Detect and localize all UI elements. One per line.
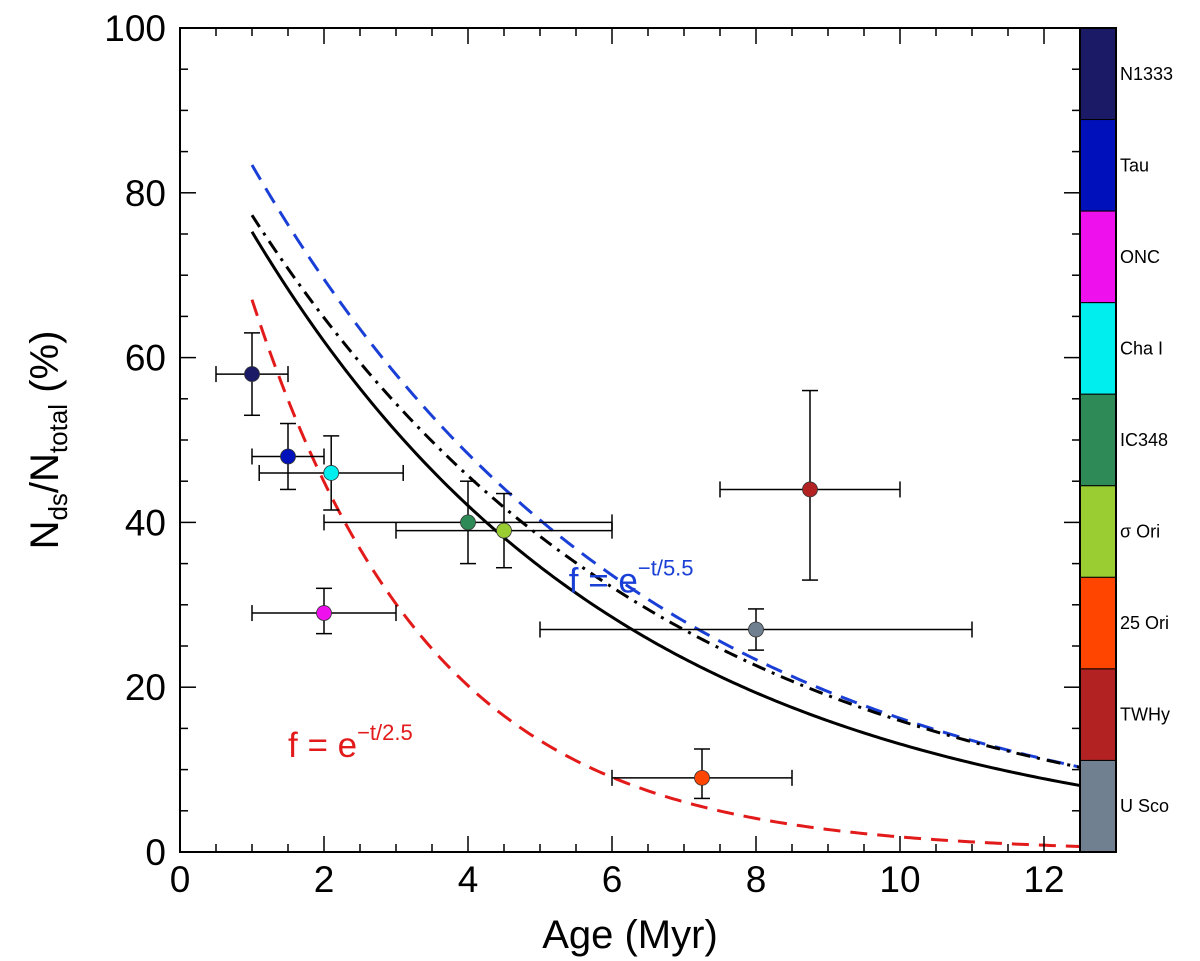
ticks-layer [179, 27, 1080, 853]
colorbar-label: TWHy [1120, 705, 1170, 725]
x-tick-label: 2 [314, 859, 335, 900]
red-formula: f = e−t/2.5 [288, 720, 413, 765]
y-axis-title-sep: /N [23, 453, 67, 493]
curves-layer [250, 164, 1080, 848]
x-axis-title: Age (Myr) [542, 913, 718, 957]
x-tick-label: 8 [746, 859, 767, 900]
y-tick-label: 60 [125, 338, 166, 379]
red-formula-exponent: −t/2.5 [357, 720, 413, 745]
blue-formula-exponent: −t/5.5 [638, 555, 694, 580]
red-formula-base: f = e [288, 726, 357, 765]
curve-fit-solid [250, 231, 1080, 787]
colorbar-label: σ Ori [1120, 522, 1160, 542]
point-σ Ori [496, 522, 512, 539]
y-axis-title-sub2: total [43, 404, 73, 453]
colorbar-label: 25 Ori [1120, 613, 1169, 633]
y-tick-label: 0 [145, 832, 166, 873]
y-tick-label: 20 [125, 667, 166, 708]
colorbar-label: ONC [1120, 247, 1160, 267]
y-axis-title: Nds/Ntotal (%) [23, 331, 73, 550]
colorbar: N1333 Tau ONC Cha I IC348 σ Ori 25 Ori TWHy U Sc… [1079, 27, 1173, 853]
points-layer [244, 366, 818, 786]
y-axis-title-sub1: ds [43, 493, 73, 520]
point-N1333 [244, 366, 260, 382]
colorbar-swatch [1079, 576, 1117, 670]
x-tick-label: 4 [458, 859, 479, 900]
colorbar-label: Tau [1120, 155, 1149, 175]
curve-exp-2.5 [250, 299, 1080, 848]
x-tick-label: 12 [1023, 859, 1064, 900]
x-tick-label: 10 [879, 859, 920, 900]
point-25 Ori [694, 769, 710, 786]
point-ONC [316, 605, 332, 621]
x-tick-label: 0 [170, 859, 191, 900]
blue-formula: f = e−t/5.5 [569, 555, 694, 600]
colorbar-label: IC348 [1120, 430, 1168, 450]
colorbar-swatch [1079, 485, 1117, 578]
colorbar-label: U Sco [1120, 796, 1169, 816]
curve-fit-dashdot [250, 214, 1080, 769]
colorbar-frame [1079, 27, 1117, 853]
curve-exp-5.5 [250, 164, 1080, 769]
colorbar-swatch [1079, 668, 1117, 761]
y-tick-label: 40 [125, 502, 166, 543]
y-axis-title-suffix: (%) [23, 331, 67, 404]
x-tick-label: 6 [602, 859, 623, 900]
colorbar-label: Cha I [1120, 338, 1163, 358]
blue-formula-base: f = e [569, 561, 638, 600]
errorbars-layer [215, 332, 973, 800]
point-U Sco [748, 621, 764, 638]
y-tick-label: 100 [104, 8, 166, 49]
colorbar-swatch [1079, 393, 1117, 487]
y-axis-title-main: N [23, 521, 67, 550]
colorbar-swatch [1079, 119, 1117, 212]
point-TWHy [802, 481, 818, 498]
point-IC348 [460, 514, 476, 531]
tick-labels-layer: 0 2 4 6 8 10 12 0 20 40 60 80 100 [104, 8, 1064, 900]
point-Tau [280, 448, 296, 465]
colorbar-swatch [1079, 759, 1117, 853]
point-Cha I [323, 465, 340, 481]
colorbar-swatch [1079, 27, 1117, 121]
colorbar-swatch [1079, 302, 1117, 395]
colorbar-label: N1333 [1120, 64, 1173, 84]
y-tick-label: 80 [125, 173, 166, 214]
colorbar-swatch [1079, 210, 1117, 304]
annotations-layer: f = e−t/5.5f = e−t/2.5 [288, 555, 694, 765]
